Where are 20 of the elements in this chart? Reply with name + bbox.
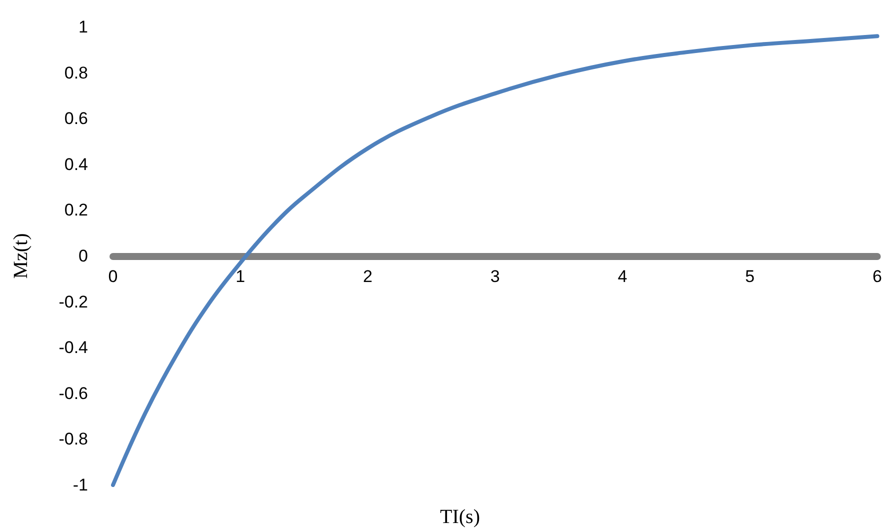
y-axis-title: Mz(t) — [10, 233, 32, 279]
x-tick-label: 4 — [618, 267, 628, 286]
x-tick-label: 6 — [872, 267, 882, 286]
y-tick-label: 0.8 — [64, 63, 88, 82]
y-tick-label: 0.4 — [64, 154, 88, 174]
y-tick-label: 0.6 — [64, 109, 88, 128]
x-tick-label: 5 — [745, 267, 755, 286]
y-tick-label: -1 — [72, 476, 88, 494]
y-tick-label: 1 — [78, 18, 88, 36]
x-axis-title: TI(s) — [440, 506, 480, 528]
y-tick-label: -0.8 — [58, 430, 88, 449]
x-tick-label: 2 — [363, 267, 372, 286]
x-tick-label: 1 — [236, 267, 246, 286]
x-tick-label: 0 — [108, 267, 118, 286]
y-tick-label: -0.4 — [58, 338, 88, 358]
y-tick-label: -0.6 — [58, 384, 88, 403]
y-tick-label: 0 — [78, 246, 88, 266]
x-tick-label: 3 — [490, 267, 500, 286]
y-tick-label: 0.2 — [64, 200, 88, 220]
y-tick-label: -0.2 — [58, 292, 88, 312]
